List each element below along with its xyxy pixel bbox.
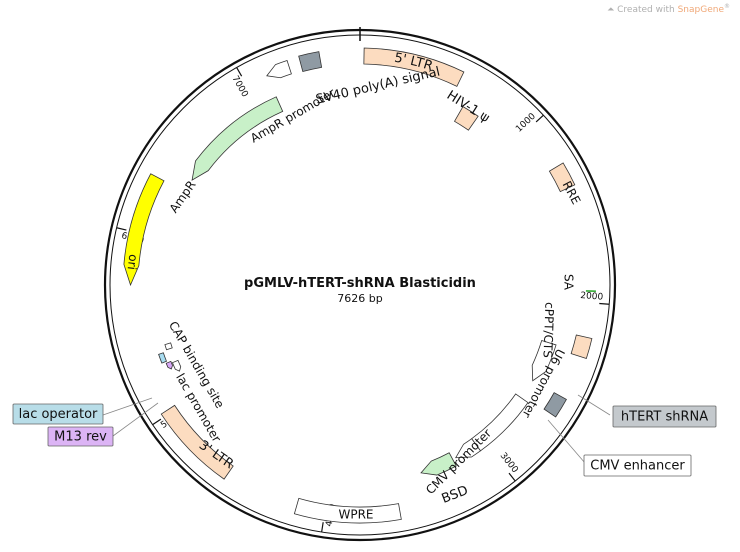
label-cmv-enhancer[interactable]: CMV enhancer bbox=[583, 454, 692, 477]
watermark-prefix: Created with bbox=[617, 5, 675, 15]
feature-bsd[interactable] bbox=[420, 452, 457, 476]
watermark-registered-mark: ® bbox=[724, 3, 730, 10]
label-rre: RRE bbox=[560, 179, 584, 207]
label-lac-operator-text: lac operator bbox=[19, 407, 98, 422]
label-lac-operator-box bbox=[12, 403, 104, 425]
plasmid-name: pGMLV-hTERT-shRNA Blasticidin bbox=[244, 276, 476, 291]
label-cmv-enhancer-text: CMV enhancer bbox=[590, 459, 685, 474]
feature-3-ltr[interactable] bbox=[160, 404, 234, 480]
label-cmv-enhancer-box bbox=[583, 454, 692, 477]
label-leader bbox=[547, 419, 586, 464]
label-m13-rev-text: M13 rev bbox=[54, 430, 107, 445]
tick-label: 2000 bbox=[580, 291, 604, 303]
feature-m13-rev[interactable] bbox=[165, 360, 173, 370]
label-htert-shrna[interactable]: hTERT shRNA bbox=[612, 405, 717, 428]
feature-wpre[interactable] bbox=[293, 497, 402, 524]
tick-label: 1000 bbox=[514, 111, 538, 134]
feature-ampr[interactable] bbox=[191, 96, 284, 181]
tick-mark bbox=[152, 418, 162, 426]
feature-ampr-promoter[interactable] bbox=[266, 60, 292, 79]
feature-htert-shrna[interactable] bbox=[543, 392, 567, 418]
label-lac-operator[interactable]: lac operator bbox=[12, 403, 104, 425]
tick-label: 7000 bbox=[230, 74, 250, 99]
label-bsd: BSD bbox=[440, 483, 471, 507]
label-leader bbox=[112, 402, 159, 437]
feature-u6-promoter[interactable] bbox=[531, 340, 557, 382]
feature-cmv-promoter[interactable] bbox=[455, 438, 482, 459]
label-wpre: WPRE bbox=[338, 508, 373, 522]
label-m13-rev[interactable]: M13 rev bbox=[47, 426, 114, 447]
label-ampr: AmpR bbox=[167, 178, 199, 215]
label-leader bbox=[102, 397, 153, 416]
watermark-icon: ⏶ bbox=[607, 5, 615, 15]
tick-mark bbox=[508, 472, 516, 482]
label-htert-shrna-box bbox=[612, 405, 717, 428]
snapgene-watermark: ⏶ Created with SnapGene® bbox=[607, 3, 730, 15]
feature-hiv1-psi[interactable] bbox=[453, 106, 479, 131]
label-ori: ori bbox=[125, 253, 141, 270]
feature-lac-promoter[interactable] bbox=[171, 359, 182, 372]
plasmid-length: 7626 bp bbox=[337, 292, 382, 305]
watermark-brand: SnapGene bbox=[677, 5, 724, 15]
label-m13-rev-box bbox=[47, 426, 114, 447]
feature-rre[interactable] bbox=[548, 162, 576, 193]
tick-label: 3000 bbox=[498, 451, 520, 475]
label-sa: SA bbox=[562, 274, 576, 291]
tick-mark bbox=[321, 522, 324, 533]
feature-ori[interactable] bbox=[123, 173, 165, 287]
label-leader bbox=[577, 394, 611, 416]
tick-mark bbox=[535, 114, 544, 123]
tick-mark bbox=[116, 227, 127, 231]
tick-mark bbox=[599, 302, 610, 305]
feature-lac-operator[interactable] bbox=[158, 352, 167, 364]
label-htert-shrna-text: hTERT shRNA bbox=[621, 410, 708, 425]
feature-sv40-polya[interactable] bbox=[298, 51, 323, 73]
feature-cppt-cts[interactable] bbox=[570, 334, 593, 360]
feature-5-ltr[interactable] bbox=[363, 47, 465, 87]
tick-mark bbox=[236, 67, 243, 77]
feature-cap-binding-site[interactable] bbox=[164, 342, 173, 351]
label-cppt-cts: cPPT/CTS bbox=[541, 302, 557, 358]
label-sv40-polya: SV40 poly(A) signal bbox=[314, 64, 441, 107]
